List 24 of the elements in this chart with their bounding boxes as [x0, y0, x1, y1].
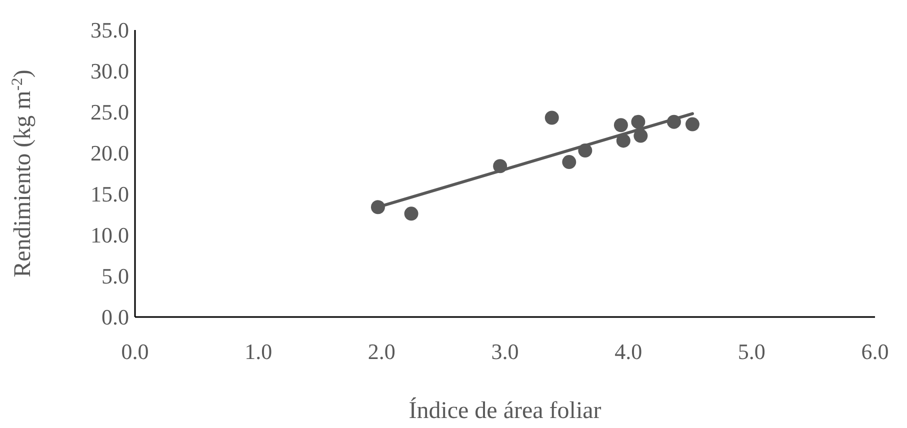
- point: [631, 114, 646, 129]
- x-tick-label: 2.0: [368, 339, 396, 364]
- y-tick-label: 25.0: [90, 100, 129, 125]
- y-tick-label: 35.0: [90, 18, 129, 43]
- y-tick-label: 10.0: [90, 222, 129, 248]
- x-tick-label: 6.0: [861, 339, 889, 364]
- x-tick-label: 3.0: [491, 339, 519, 364]
- x-tick-label: 5.0: [738, 339, 766, 364]
- x-tick-label: 0.0: [121, 339, 149, 364]
- point: [685, 117, 700, 132]
- x-tick-label: 4.0: [614, 339, 642, 364]
- point: [616, 134, 630, 148]
- point: [562, 155, 576, 170]
- point: [634, 128, 648, 143]
- y-tick-label: 20.0: [90, 140, 129, 166]
- y-tick-label: 0.0: [102, 304, 129, 330]
- point: [614, 118, 628, 132]
- x-tick-label: 1.0: [244, 339, 272, 364]
- y-tick-label: 30.0: [90, 58, 129, 84]
- y-tick-label: 5.0: [102, 264, 129, 289]
- y-tick-label: 15.0: [90, 182, 129, 207]
- x-axis-title: Índice de área foliar: [408, 397, 602, 424]
- point: [544, 110, 559, 125]
- point: [404, 206, 418, 221]
